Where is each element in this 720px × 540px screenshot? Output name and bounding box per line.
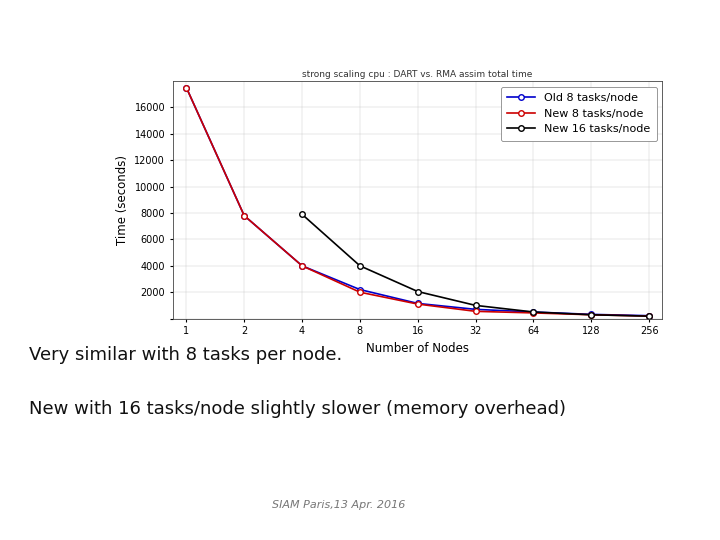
Old 8 tasks/node	[472, 306, 480, 313]
New 8 tasks/node	[413, 301, 422, 307]
New 16 tasks/node	[472, 302, 480, 309]
New 8 tasks/node	[529, 309, 538, 316]
Old 8 tasks/node	[356, 286, 364, 293]
Line: Old 8 tasks/node: Old 8 tasks/node	[184, 85, 652, 319]
New 8 tasks/node	[240, 212, 248, 219]
New 16 tasks/node	[645, 313, 654, 319]
Old 8 tasks/node	[298, 262, 307, 269]
Old 8 tasks/node	[240, 212, 248, 219]
New 16 tasks/node	[529, 309, 538, 315]
Text: SIAM Paris,13 Apr. 2016: SIAM Paris,13 Apr. 2016	[271, 500, 405, 510]
Old 8 tasks/node	[645, 313, 654, 319]
New 8 tasks/node	[645, 313, 654, 319]
New 8 tasks/node	[182, 84, 191, 91]
Legend: Old 8 tasks/node, New 8 tasks/node, New 16 tasks/node: Old 8 tasks/node, New 8 tasks/node, New …	[500, 86, 657, 141]
Text: Very similar with 8 tasks per node.: Very similar with 8 tasks per node.	[29, 346, 342, 363]
New 16 tasks/node	[356, 262, 364, 269]
Text: New with 16 tasks/node slightly slower (memory overhead): New with 16 tasks/node slightly slower (…	[29, 400, 566, 417]
New 16 tasks/node	[413, 288, 422, 295]
X-axis label: Number of Nodes: Number of Nodes	[366, 342, 469, 355]
Title: strong scaling cpu : DART vs. RMA assim total time: strong scaling cpu : DART vs. RMA assim …	[302, 70, 533, 79]
Old 8 tasks/node	[413, 300, 422, 307]
New 8 tasks/node	[587, 312, 595, 318]
Y-axis label: Time (seconds): Time (seconds)	[116, 155, 129, 245]
New 16 tasks/node	[298, 211, 307, 218]
New 8 tasks/node	[356, 289, 364, 295]
New 16 tasks/node	[587, 312, 595, 318]
Line: New 16 tasks/node: New 16 tasks/node	[300, 212, 652, 319]
New 8 tasks/node	[298, 262, 307, 269]
Old 8 tasks/node	[529, 309, 538, 315]
Old 8 tasks/node	[182, 84, 191, 91]
Line: New 8 tasks/node: New 8 tasks/node	[184, 85, 652, 319]
Old 8 tasks/node	[587, 311, 595, 318]
New 8 tasks/node	[472, 308, 480, 315]
Text: WRF Results: Computational Scaling for Assimilation: WRF Results: Computational Scaling for A…	[70, 22, 650, 40]
